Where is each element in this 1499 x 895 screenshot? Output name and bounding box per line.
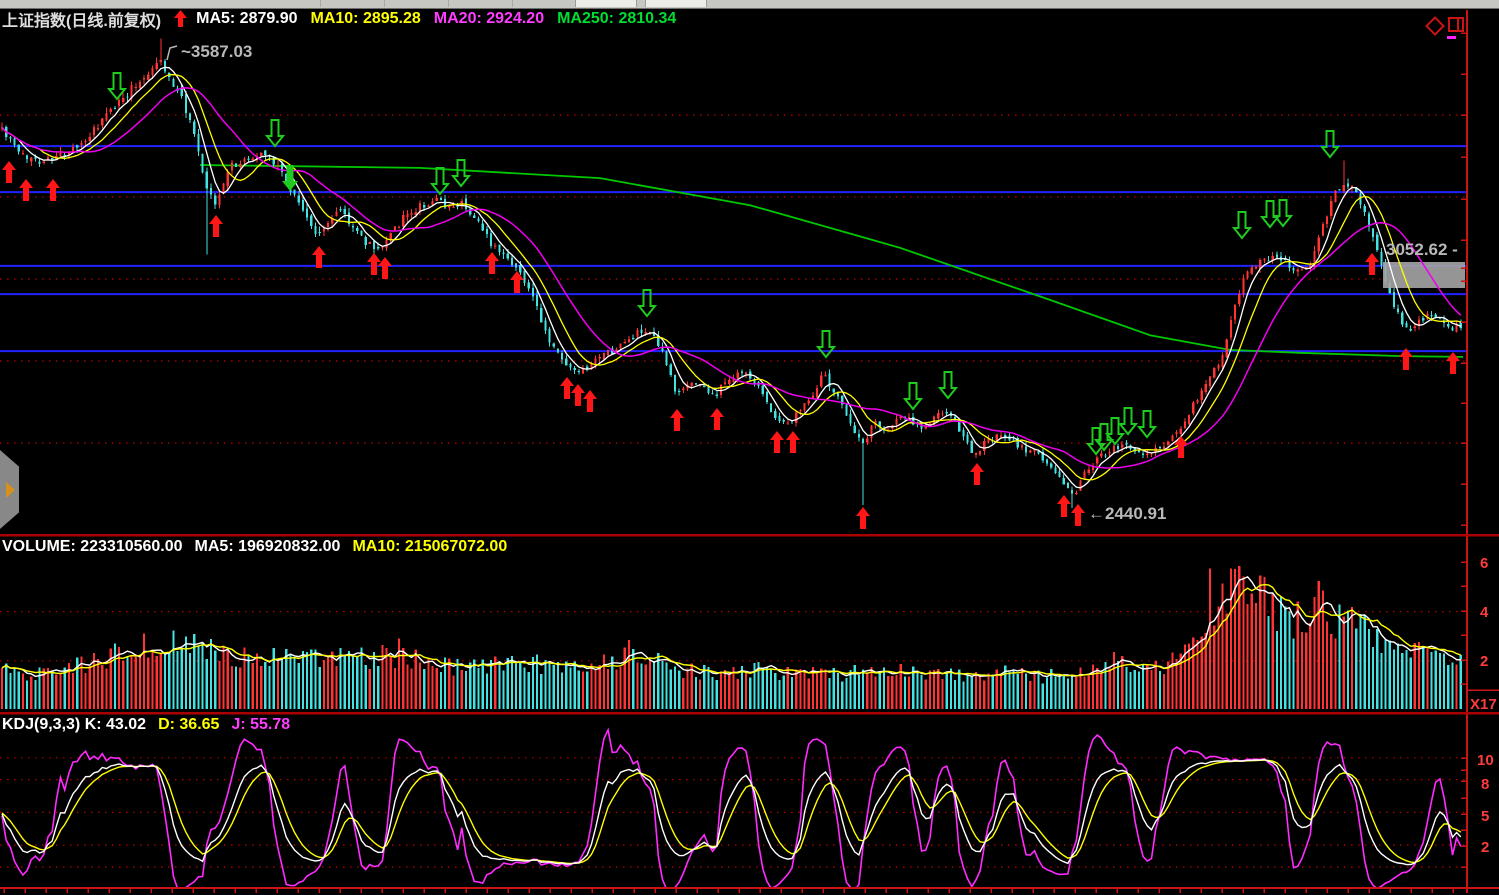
kdj-k-legend: KDJ(9,3,3) K: 43.02	[2, 716, 147, 733]
toolbar-separator	[448, 0, 449, 7]
sell-signal-arrow	[1259, 200, 1281, 229]
chart-corner-tools	[1425, 15, 1467, 43]
sell-signal-arrow	[636, 289, 658, 318]
buy-signal-arrow	[670, 409, 684, 431]
ma250-legend: MA250: 2810.34	[557, 9, 677, 27]
buy-signal-arrow	[560, 377, 574, 399]
axis-label: 8	[1481, 776, 1489, 793]
volume-panel	[0, 566, 1466, 709]
axis-label: 10	[1477, 752, 1494, 769]
axis-label: 2	[1480, 653, 1488, 670]
up-arrow-icon	[174, 10, 188, 27]
sell-signal-arrow	[282, 165, 298, 191]
axis-label: 4	[1480, 604, 1489, 621]
buy-signal-arrow	[378, 257, 392, 279]
ma5-legend: MA5: 2879.90	[196, 9, 298, 27]
sell-signal-arrow	[1136, 410, 1158, 439]
magenta-dash-icon	[1447, 36, 1456, 39]
sell-signal-arrow	[1272, 199, 1294, 228]
sell-signal-arrow	[902, 382, 924, 411]
buy-signal-arrow	[485, 252, 499, 274]
candlestick-panel: ~3587.03 3052.62 - ←2440.91	[0, 38, 1466, 529]
sell-signal-arrow	[429, 167, 451, 196]
kdj-header: KDJ(9,3,3) K: 43.02 D: 36.65 J: 55.78	[2, 716, 290, 734]
buy-signal-arrow	[209, 215, 223, 237]
sell-signal-arrow	[450, 159, 472, 188]
volume-value: VOLUME: 223310560.00	[2, 538, 183, 555]
price-annotation: 3052.62 -	[1386, 240, 1458, 259]
symbol-title: 上证指数(日线.前复权)	[2, 12, 162, 30]
buy-signal-arrow	[1446, 352, 1460, 374]
sell-signal-arrow	[1319, 130, 1341, 159]
sell-signal-arrow	[1085, 427, 1107, 456]
buy-signal-arrow	[1399, 348, 1413, 370]
kdj-panel	[0, 727, 1466, 887]
diamond-icon[interactable]	[1425, 16, 1445, 36]
sidebar-expand-handle[interactable]	[0, 450, 19, 529]
sell-signal-arrow	[106, 72, 128, 101]
volume-ma5-legend: MA5: 196920832.00	[194, 538, 341, 555]
price-annotation: ~3587.03	[181, 42, 252, 61]
buy-signal-arrow	[312, 246, 326, 268]
buy-signal-arrow	[1174, 436, 1188, 458]
buy-signal-arrow	[970, 463, 984, 485]
window-icon[interactable]	[1448, 17, 1464, 32]
axis-label: 6	[1480, 555, 1488, 572]
axis-label: X17	[1470, 696, 1497, 713]
axis-label: 2	[1481, 839, 1489, 856]
right-axis: 6 4 2 10 8 5 2 X17	[1461, 10, 1499, 893]
buy-signal-arrow	[1365, 253, 1379, 275]
panel-dividers	[0, 533, 1499, 715]
buy-signal-arrow	[1071, 504, 1085, 526]
volume-ma10-legend: MA10: 215067072.00	[352, 538, 508, 555]
buy-signal-arrow	[510, 271, 524, 293]
ma10-legend: MA10: 2895.28	[310, 9, 421, 27]
buy-signal-arrow	[1057, 495, 1071, 517]
toolbar-separator	[384, 0, 385, 7]
sell-signal-arrow	[815, 330, 837, 359]
buy-signal-arrow	[571, 384, 585, 406]
sell-signal-arrow	[937, 371, 959, 400]
bottom-axis	[0, 887, 1499, 893]
chart-header: 上证指数(日线.前复权) MA5: 2879.90 MA10: 2895.28 …	[2, 9, 677, 30]
buy-signal-arrow	[2, 161, 16, 183]
price-annotation: ←2440.91	[1088, 504, 1166, 523]
buy-signal-arrow	[786, 431, 800, 453]
toolbar-button[interactable]	[575, 0, 637, 7]
buy-signal-arrow	[710, 408, 724, 430]
kdj-j-legend: J: 55.78	[231, 716, 291, 733]
volume-header: VOLUME: 223310560.00 MA5: 196920832.00 M…	[2, 538, 507, 556]
toolbar-separator	[512, 0, 513, 7]
buy-signal-arrow	[367, 253, 381, 275]
buy-signal-arrow	[770, 431, 784, 453]
buy-signal-arrow	[583, 390, 597, 412]
sell-signal-arrow	[1104, 417, 1126, 446]
sell-signal-arrow	[264, 119, 286, 148]
sell-signal-arrow	[1231, 211, 1253, 240]
ma20-legend: MA20: 2924.20	[433, 9, 545, 27]
sell-signal-arrow	[1117, 407, 1139, 436]
toolbar-separator	[320, 0, 321, 7]
expand-arrow-icon	[6, 482, 15, 498]
buy-signal-arrow	[856, 507, 870, 529]
toolbar-strip	[0, 0, 1499, 9]
toolbar-button[interactable]	[645, 0, 707, 7]
axis-label: 5	[1481, 808, 1489, 825]
kdj-d-legend: D: 36.65	[158, 716, 220, 733]
buy-signal-arrow	[46, 179, 60, 201]
buy-signal-arrow	[19, 179, 33, 201]
